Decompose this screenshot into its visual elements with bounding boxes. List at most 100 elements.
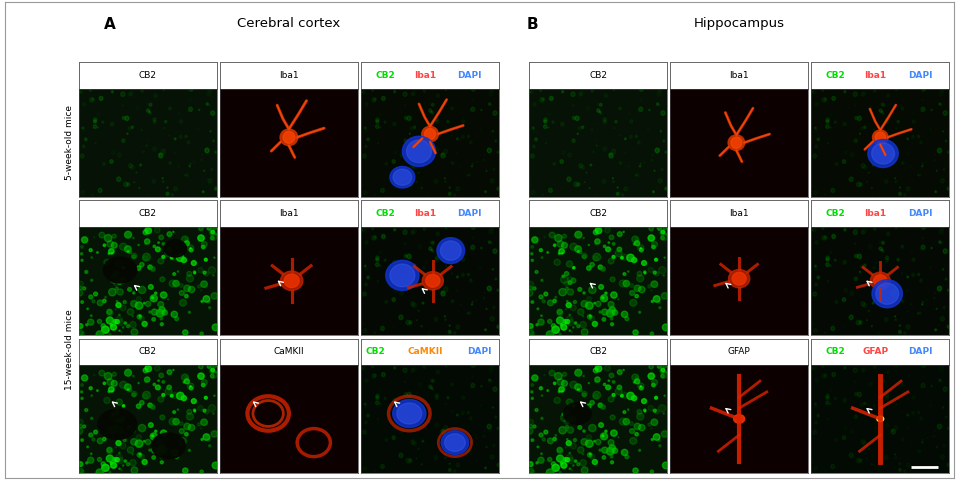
Ellipse shape xyxy=(822,374,826,378)
Ellipse shape xyxy=(148,403,152,408)
Ellipse shape xyxy=(560,324,563,326)
Ellipse shape xyxy=(813,467,817,471)
Ellipse shape xyxy=(89,249,92,252)
Ellipse shape xyxy=(817,138,820,141)
Ellipse shape xyxy=(564,403,591,424)
Ellipse shape xyxy=(531,375,538,381)
Ellipse shape xyxy=(216,233,217,235)
Ellipse shape xyxy=(187,141,190,144)
Ellipse shape xyxy=(472,375,474,377)
Ellipse shape xyxy=(171,193,174,196)
Ellipse shape xyxy=(382,96,386,100)
Ellipse shape xyxy=(897,396,900,399)
Ellipse shape xyxy=(488,103,491,105)
Ellipse shape xyxy=(108,288,116,296)
Ellipse shape xyxy=(854,254,857,258)
Ellipse shape xyxy=(882,389,884,391)
Ellipse shape xyxy=(526,289,533,296)
Ellipse shape xyxy=(562,372,567,376)
Ellipse shape xyxy=(131,329,138,336)
Ellipse shape xyxy=(117,457,124,464)
Ellipse shape xyxy=(874,90,876,92)
Ellipse shape xyxy=(595,242,596,245)
Ellipse shape xyxy=(946,140,947,142)
Ellipse shape xyxy=(116,316,123,323)
Ellipse shape xyxy=(112,234,116,238)
Ellipse shape xyxy=(651,281,658,288)
Ellipse shape xyxy=(635,241,640,246)
Ellipse shape xyxy=(147,103,150,106)
Ellipse shape xyxy=(941,104,943,106)
Ellipse shape xyxy=(413,126,415,129)
Ellipse shape xyxy=(456,290,457,291)
Ellipse shape xyxy=(152,435,153,437)
Ellipse shape xyxy=(497,187,500,190)
Ellipse shape xyxy=(638,383,644,389)
Ellipse shape xyxy=(574,384,581,390)
Ellipse shape xyxy=(213,140,215,142)
Ellipse shape xyxy=(834,259,836,261)
Ellipse shape xyxy=(167,370,172,374)
Ellipse shape xyxy=(632,396,637,401)
Ellipse shape xyxy=(530,391,533,393)
Ellipse shape xyxy=(444,288,448,292)
Ellipse shape xyxy=(198,285,200,288)
Ellipse shape xyxy=(167,187,168,188)
Ellipse shape xyxy=(480,385,482,387)
Ellipse shape xyxy=(428,470,431,473)
Ellipse shape xyxy=(594,230,598,235)
Ellipse shape xyxy=(363,329,367,333)
Ellipse shape xyxy=(618,370,622,374)
Ellipse shape xyxy=(123,327,124,328)
Ellipse shape xyxy=(561,324,567,330)
Ellipse shape xyxy=(154,292,157,294)
Ellipse shape xyxy=(151,113,152,114)
Ellipse shape xyxy=(935,329,937,331)
Ellipse shape xyxy=(666,372,667,373)
Ellipse shape xyxy=(574,370,582,376)
Ellipse shape xyxy=(81,391,82,393)
Ellipse shape xyxy=(97,113,100,116)
Ellipse shape xyxy=(936,308,937,310)
Ellipse shape xyxy=(559,249,565,254)
Ellipse shape xyxy=(111,275,114,277)
Ellipse shape xyxy=(122,139,125,143)
Ellipse shape xyxy=(536,324,538,326)
Ellipse shape xyxy=(82,375,87,381)
Ellipse shape xyxy=(493,168,495,171)
Ellipse shape xyxy=(941,380,943,382)
Ellipse shape xyxy=(589,453,591,455)
Ellipse shape xyxy=(280,271,303,290)
Ellipse shape xyxy=(939,241,941,243)
Ellipse shape xyxy=(906,187,910,191)
Ellipse shape xyxy=(376,258,379,261)
Ellipse shape xyxy=(633,468,638,473)
Ellipse shape xyxy=(941,242,943,244)
Ellipse shape xyxy=(570,381,577,388)
Ellipse shape xyxy=(90,417,93,420)
Ellipse shape xyxy=(169,162,172,165)
Ellipse shape xyxy=(812,90,816,94)
Ellipse shape xyxy=(892,153,894,156)
Ellipse shape xyxy=(627,409,629,410)
Ellipse shape xyxy=(158,440,164,445)
Ellipse shape xyxy=(198,129,199,131)
Ellipse shape xyxy=(198,423,200,426)
Ellipse shape xyxy=(874,275,887,287)
Ellipse shape xyxy=(576,324,580,328)
Ellipse shape xyxy=(587,434,592,440)
Ellipse shape xyxy=(89,295,93,299)
Ellipse shape xyxy=(623,370,624,371)
Ellipse shape xyxy=(152,147,156,151)
Ellipse shape xyxy=(873,440,874,442)
Ellipse shape xyxy=(885,258,889,262)
Ellipse shape xyxy=(643,161,645,163)
Ellipse shape xyxy=(541,453,542,455)
Ellipse shape xyxy=(663,225,667,229)
Ellipse shape xyxy=(123,439,127,442)
Ellipse shape xyxy=(540,89,542,91)
Ellipse shape xyxy=(931,109,932,111)
Ellipse shape xyxy=(931,385,932,387)
Ellipse shape xyxy=(143,391,151,399)
Ellipse shape xyxy=(943,407,944,408)
